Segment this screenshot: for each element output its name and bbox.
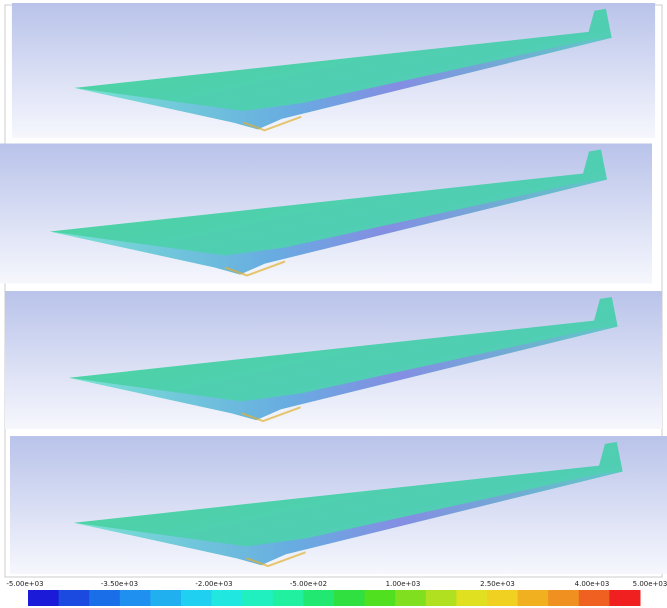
colorbar-segment xyxy=(426,590,457,606)
colorbar-tick-label: -3.50e+03 xyxy=(101,580,138,588)
colorbar-tick-label: -5.00e+03 xyxy=(6,580,43,588)
colorbar-segment xyxy=(395,590,426,606)
colorbar-segment xyxy=(334,590,365,606)
colorbar-tick-label: 5.00e+03 xyxy=(633,580,667,588)
colorbar-segment xyxy=(609,590,640,606)
colorbar-segment xyxy=(242,590,273,606)
colorbar-segment xyxy=(456,590,487,606)
colorbar-segment xyxy=(120,590,151,606)
page: -5.00e+03 -3.50e+03 -2.00e+03 -5.00e+02 1.00… xyxy=(0,0,667,608)
colorbar-segment xyxy=(150,590,181,606)
colorbar-segment xyxy=(212,590,243,606)
colorbar-segment xyxy=(303,590,334,606)
colorbar-tick-label: 2.50e+03 xyxy=(480,580,515,588)
colorbar-tick-label: 4.00e+03 xyxy=(575,580,610,588)
colorbar-tick-label: 1.00e+03 xyxy=(386,580,421,588)
colorbar-segment xyxy=(181,590,212,606)
wing-panel xyxy=(12,3,655,138)
colorbar-segment xyxy=(365,590,396,606)
colorbar-segment xyxy=(518,590,549,606)
colorbar-segment xyxy=(487,590,518,606)
wing-panel xyxy=(0,144,652,284)
colorbar-segment xyxy=(89,590,120,606)
wing-panel xyxy=(10,436,667,574)
colorbar-tick-label: -2.00e+03 xyxy=(195,580,232,588)
colorbar: -5.00e+03 -3.50e+03 -2.00e+03 -5.00e+02 1.00… xyxy=(6,580,667,606)
colorbar-segment xyxy=(28,590,59,606)
colorbar-segment xyxy=(273,590,304,606)
figure: -5.00e+03 -3.50e+03 -2.00e+03 -5.00e+02 1.00… xyxy=(0,0,667,608)
colorbar-tick-label: -5.00e+02 xyxy=(290,580,327,588)
wing-panel xyxy=(5,291,662,429)
colorbar-segment xyxy=(59,590,90,606)
colorbar-segment xyxy=(579,590,610,606)
colorbar-segment xyxy=(548,590,579,606)
